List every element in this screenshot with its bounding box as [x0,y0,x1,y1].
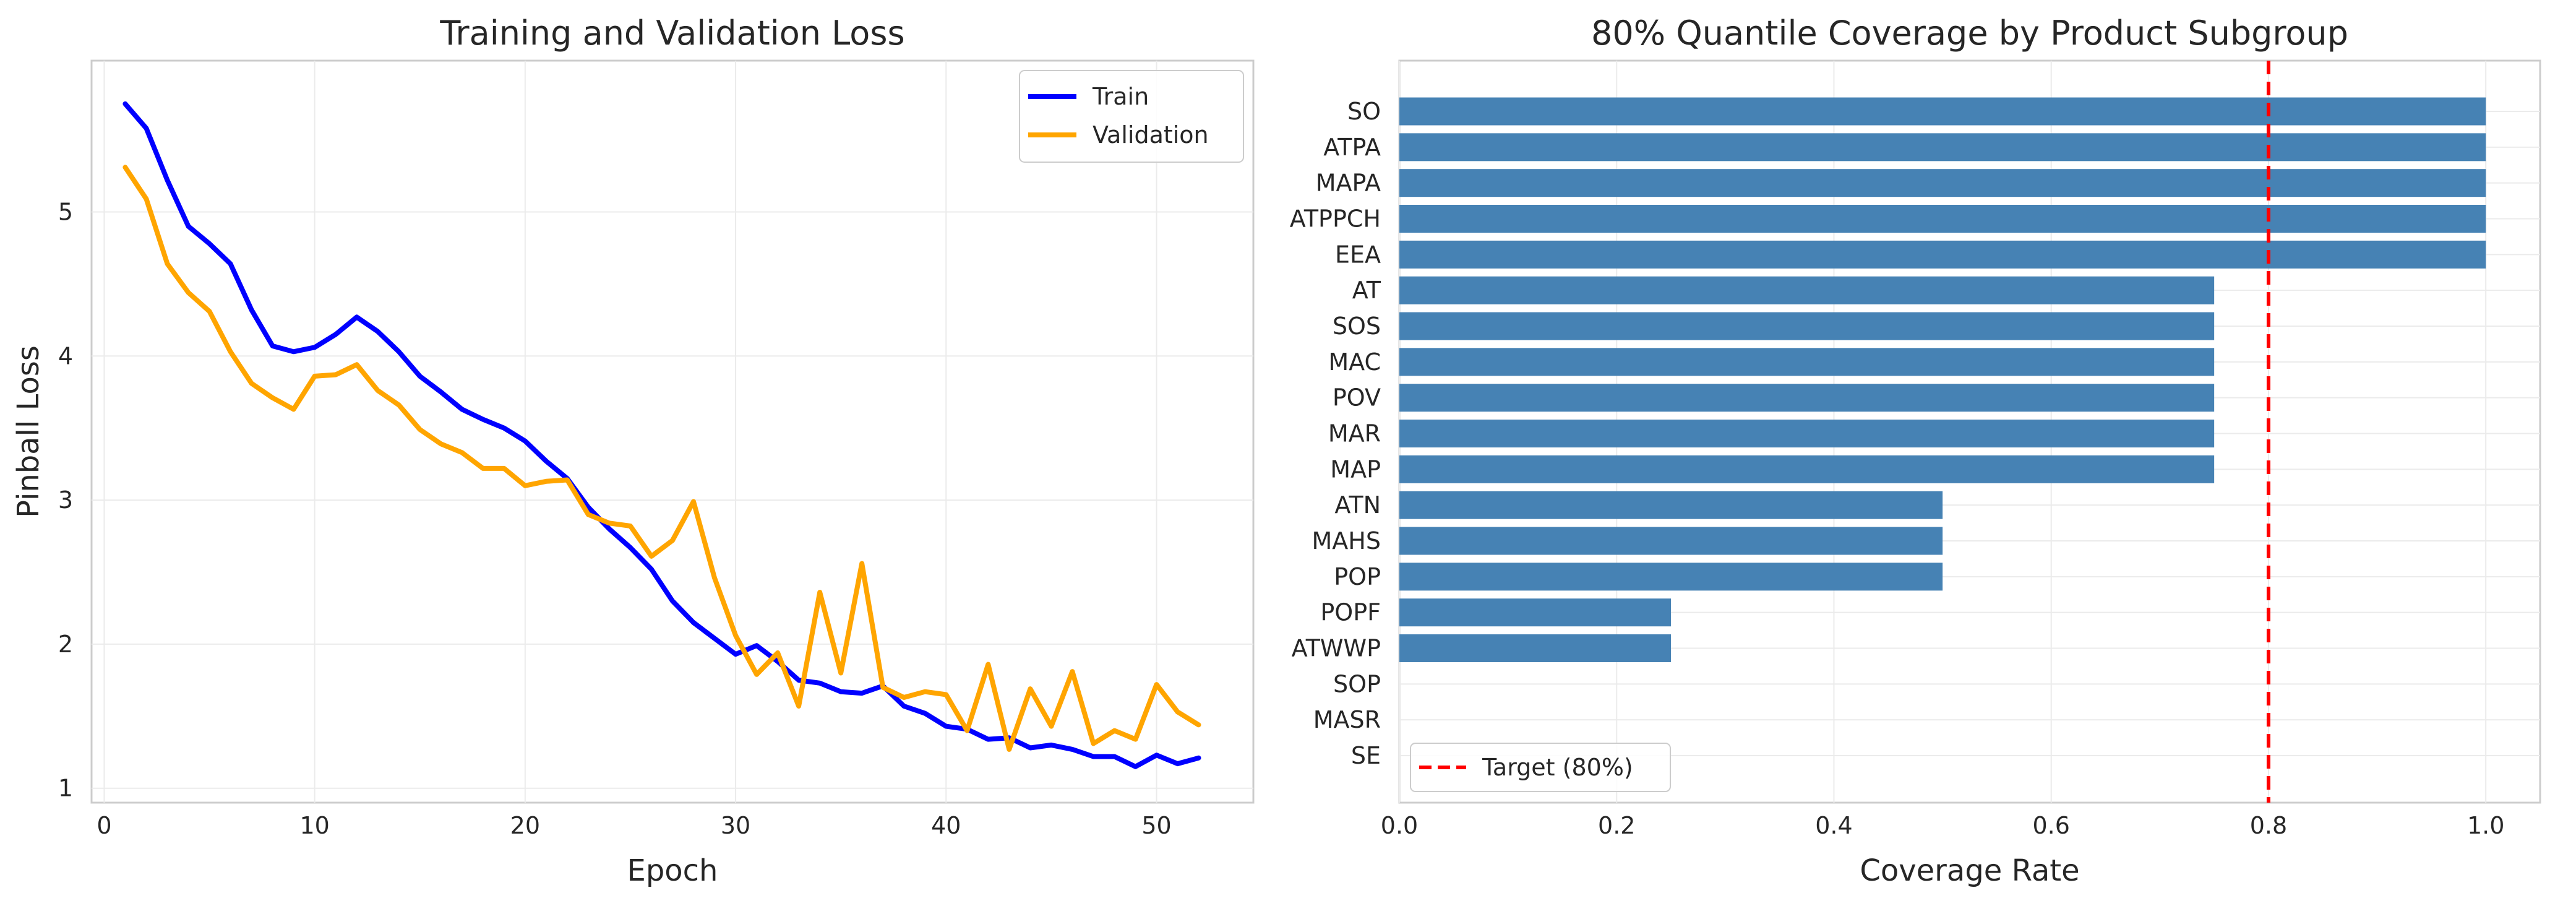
coverage-y-tick-label: POV [1333,384,1381,412]
loss-y-tick-label: 5 [58,198,73,225]
coverage-legend-box [1410,743,1671,792]
coverage-y-tick-label: AT [1352,277,1381,304]
legend-target-label: Target (80%) [1482,754,1633,781]
series-line-train [122,101,1201,769]
loss-x-axis-label: Epoch [627,853,718,888]
coverage-y-tick-label: MAP [1330,455,1381,483]
loss-x-tick-label: 0 [97,812,111,839]
coverage-y-tick-label: SE [1351,742,1381,769]
coverage-bar-atpa [1399,133,2486,162]
loss-y-tick-label: 3 [58,486,73,514]
coverage-x-tick-label: 1.0 [2467,812,2504,839]
coverage-bar-atwwp [1399,634,1672,662]
coverage-bars [1399,97,2486,662]
loss-x-tick-label: 20 [510,812,540,839]
coverage-x-tick-label: 0.0 [1381,812,1418,839]
coverage-y-tick-label: EEA [1335,241,1381,268]
coverage-y-tick-label: ATWWP [1292,635,1381,662]
coverage-bar-popf [1399,598,1672,627]
coverage-y-tick-label: POPF [1320,599,1381,626]
coverage-y-tick-label: MAR [1328,420,1381,447]
coverage-bar-eea [1399,240,2486,269]
coverage-y-tick-label: MAC [1328,348,1381,376]
coverage-y-tick-label: ATPA [1323,134,1381,161]
loss-x-ticks: 0 10 20 30 40 50 [97,812,1171,839]
coverage-y-tick-label: MAPA [1316,170,1381,197]
coverage-x-ticks: 0.0 0.2 0.4 0.6 0.8 1.0 [1381,812,2505,839]
coverage-y-tick-label: SOP [1333,670,1381,697]
coverage-bar-mapa [1399,169,2486,197]
loss-chart: 0 10 20 30 40 50 1 2 3 4 5 Training and Validatio… [11,14,1255,888]
coverage-y-tick-label: SO [1347,98,1381,125]
coverage-bar-atppch [1399,205,2486,233]
coverage-bar-mac [1399,348,2215,376]
coverage-y-tick-label: MAHS [1312,527,1381,554]
loss-legend: Train Validation [1019,70,1244,163]
coverage-bar-mar [1399,420,2215,447]
loss-x-tick-label: 50 [1141,812,1171,839]
coverage-bar-atn [1399,491,1943,519]
series-line-validation [122,165,1201,752]
coverage-y-ticks: SO ATPA MAPA ATPPCH EEA AT SOS MAC POV MAR MAP ATN M… [1290,98,1381,769]
loss-y-tick-label: 2 [58,631,73,658]
loss-x-tick-label: 10 [299,812,329,839]
loss-legend-box [1019,70,1244,163]
loss-series-lines [122,101,1201,769]
coverage-x-tick-label: 0.8 [2250,812,2287,839]
coverage-bar-so [1399,97,2486,126]
coverage-y-tick-label: ATPPCH [1290,205,1381,233]
coverage-bar-map [1399,455,2215,483]
coverage-x-tick-label: 0.6 [2032,812,2069,839]
coverage-y-tick-label: POP [1334,563,1381,590]
loss-x-tick-label: 30 [721,812,750,839]
loss-y-tick-label: 1 [58,775,73,802]
coverage-x-tick-label: 0.2 [1598,812,1635,839]
coverage-y-tick-label: ATN [1334,491,1381,519]
coverage-x-axis-label: Coverage Rate [1860,853,2079,888]
legend-train-label: Train [1092,83,1149,110]
coverage-y-tick-label: SOS [1333,313,1381,340]
coverage-chart-title: 80% Quantile Coverage by Product Subgrou… [1591,14,2348,53]
coverage-legend: Target (80%) [1410,743,1671,792]
loss-y-tick-label: 4 [58,342,73,369]
coverage-chart: 0.0 0.2 0.4 0.6 0.8 1.0 SO ATPA MAPA ATPPCH EEA AT… [1290,14,2541,888]
coverage-bar-pov [1399,384,2215,412]
coverage-bar-pop [1399,563,1943,591]
loss-x-tick-label: 40 [931,812,961,839]
coverage-bar-at [1399,276,2215,304]
coverage-y-tick-label: MASR [1313,706,1381,733]
legend-validation-label: Validation [1093,121,1209,149]
coverage-bar-mahs [1399,527,1943,555]
loss-y-ticks: 1 2 3 4 5 [58,198,73,801]
loss-chart-title: Training and Validation Loss [439,14,904,53]
loss-gridlines [92,61,1253,803]
loss-plot-area [90,59,1255,804]
loss-y-axis-label: Pinball Loss [11,345,46,518]
coverage-bar-sos [1399,312,2215,340]
coverage-x-tick-label: 0.4 [1815,812,1852,839]
